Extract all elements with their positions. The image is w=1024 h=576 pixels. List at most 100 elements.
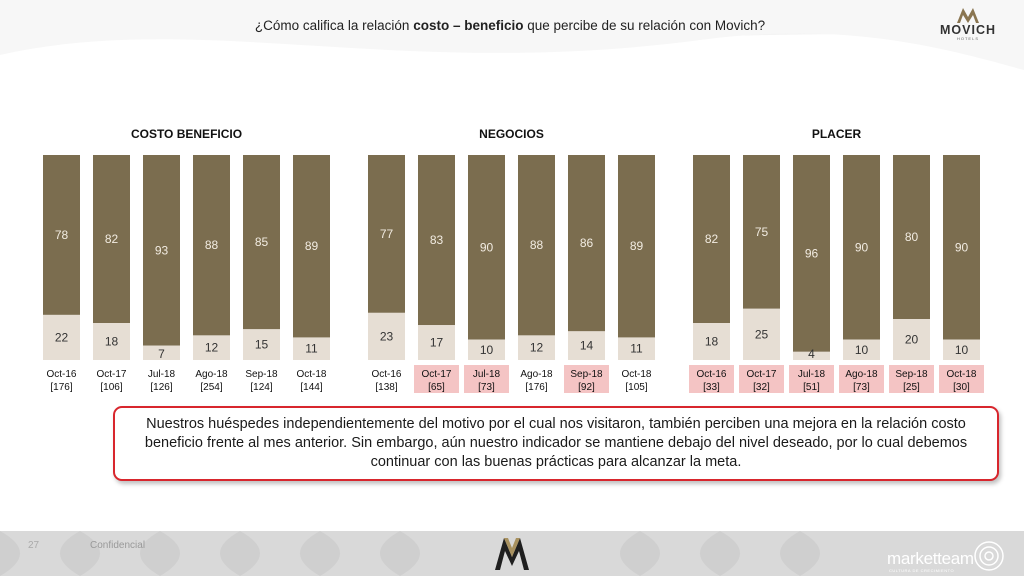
x-tick-label: Ago-18: [195, 369, 228, 380]
bar-bottom-segment: [368, 312, 405, 360]
bar-bottom-segment: [793, 351, 830, 360]
charts-area: COSTO BENEFICIO 78 22 Oct-16 [176] 82 18 Oct-17…: [43, 127, 984, 393]
data-label-bottom: 11: [305, 342, 318, 356]
data-label-top: 90: [955, 240, 969, 254]
x-tick-label: Sep-18: [895, 369, 928, 380]
sample-size-label: [144]: [300, 382, 322, 393]
sample-size-label: [33]: [703, 382, 720, 393]
data-label-bottom: 10: [480, 343, 494, 357]
x-tick-label: Oct-17: [421, 369, 451, 380]
chart-title: COSTO BENEFICIO: [131, 127, 242, 141]
background-swoosh: [0, 0, 1024, 70]
sample-size-label: [65]: [428, 382, 445, 393]
bar-top-segment: [743, 155, 780, 309]
data-label-top: 88: [530, 238, 544, 252]
bar-bottom-segment: [93, 323, 130, 360]
data-label-bottom: 14: [580, 339, 594, 353]
data-label-bottom: 18: [705, 335, 719, 349]
x-tick-label: Sep-18: [245, 369, 278, 380]
data-label-bottom: 18: [105, 335, 119, 349]
x-tick-label: Oct-17: [746, 369, 776, 380]
bar-bottom-segment: [518, 335, 555, 360]
sample-size-label: [30]: [953, 382, 970, 393]
data-label-bottom: 22: [55, 330, 69, 344]
data-label-bottom: 23: [380, 329, 394, 343]
movich-logo: MOVICH HOTELS: [938, 6, 998, 46]
insight-text: Nuestros huéspedes independientemente de…: [144, 416, 968, 470]
bar-top-segment: [568, 155, 605, 332]
marketteam-swirl-icon: [974, 541, 1004, 571]
sample-size-label: [73]: [853, 382, 870, 393]
data-label-bottom: 11: [630, 342, 643, 356]
slide-title: ¿Cómo califica la relación costo – benef…: [254, 18, 766, 33]
movich-footer-logo-icon: [495, 538, 529, 570]
bar-top-segment: [43, 155, 80, 315]
tick-highlight: [789, 365, 834, 393]
bar-top-segment: [193, 155, 230, 336]
tick-highlight: [464, 365, 509, 393]
sample-size-label: [126]: [150, 382, 172, 393]
x-tick-label: Oct-17: [96, 369, 126, 380]
tick-highlight: [564, 365, 609, 393]
data-label-bottom: 4: [808, 347, 815, 361]
x-tick-label: Jul-18: [798, 369, 826, 380]
marketteam-logo: marketteam: [887, 549, 974, 568]
bar-bottom-segment: [193, 335, 230, 360]
bar-bottom-segment: [43, 314, 80, 360]
x-tick-label: Ago-18: [845, 369, 878, 380]
sample-size-label: [176]: [525, 382, 547, 393]
x-tick-label: Oct-18: [296, 369, 326, 380]
data-label-bottom: 15: [255, 338, 269, 352]
confidential-label: Confidencial: [90, 540, 146, 551]
bar-top-segment: [618, 155, 655, 338]
bar-bottom-segment: [693, 323, 730, 360]
x-tick-label: Oct-16: [696, 369, 726, 380]
sample-size-label: [92]: [578, 382, 595, 393]
data-label-top: 78: [55, 228, 69, 242]
sample-size-label: [105]: [625, 382, 647, 393]
tick-highlight: [939, 365, 984, 393]
bar-bottom-segment: [618, 337, 655, 360]
data-label-bottom: 12: [530, 341, 544, 355]
bar-bottom-segment: [843, 339, 880, 360]
x-tick-label: Ago-18: [520, 369, 553, 380]
bar-top-segment: [293, 155, 330, 338]
bar-top-segment: [93, 155, 130, 324]
slide-title-bold: costo – beneficio: [413, 18, 524, 33]
x-tick-label: Jul-18: [148, 369, 176, 380]
bar-bottom-segment: [293, 337, 330, 360]
chart-title: NEGOCIOS: [479, 127, 544, 141]
data-label-top: 96: [805, 246, 819, 260]
data-label-bottom: 25: [755, 327, 769, 341]
page-number: 27: [28, 540, 40, 551]
sample-size-label: [254]: [200, 382, 222, 393]
sample-size-label: [73]: [478, 382, 495, 393]
x-tick-label: Sep-18: [570, 369, 603, 380]
sample-size-label: [138]: [375, 382, 397, 393]
data-label-bottom: 10: [955, 343, 969, 357]
tick-highlight: [889, 365, 934, 393]
sample-size-label: [51]: [803, 382, 820, 393]
bar-top-segment: [943, 155, 980, 340]
data-label-top: 82: [705, 232, 719, 246]
x-tick-label: Oct-16: [46, 369, 76, 380]
tick-highlight: [414, 365, 459, 393]
bar-bottom-segment: [418, 325, 455, 360]
data-label-top: 83: [430, 233, 444, 247]
bar-bottom-segment: [893, 319, 930, 360]
marketteam-sub: CULTURA DE CRECIMIENTO: [889, 568, 955, 573]
data-label-top: 89: [305, 239, 319, 253]
data-label-top: 88: [205, 238, 219, 252]
x-tick-label: Jul-18: [473, 369, 501, 380]
insight-callout: Nuestros huéspedes independientemente de…: [113, 406, 999, 481]
bar-top-segment: [793, 155, 830, 352]
data-label-top: 80: [905, 230, 919, 244]
movich-logo-icon: [957, 8, 979, 23]
data-label-bottom: 17: [430, 336, 444, 350]
bar-bottom-segment: [568, 331, 605, 360]
data-label-top: 85: [255, 235, 269, 249]
x-tick-label: Oct-18: [946, 369, 976, 380]
bar-top-segment: [143, 155, 180, 346]
data-label-bottom: 7: [158, 347, 165, 361]
bar-bottom-segment: [243, 329, 280, 360]
